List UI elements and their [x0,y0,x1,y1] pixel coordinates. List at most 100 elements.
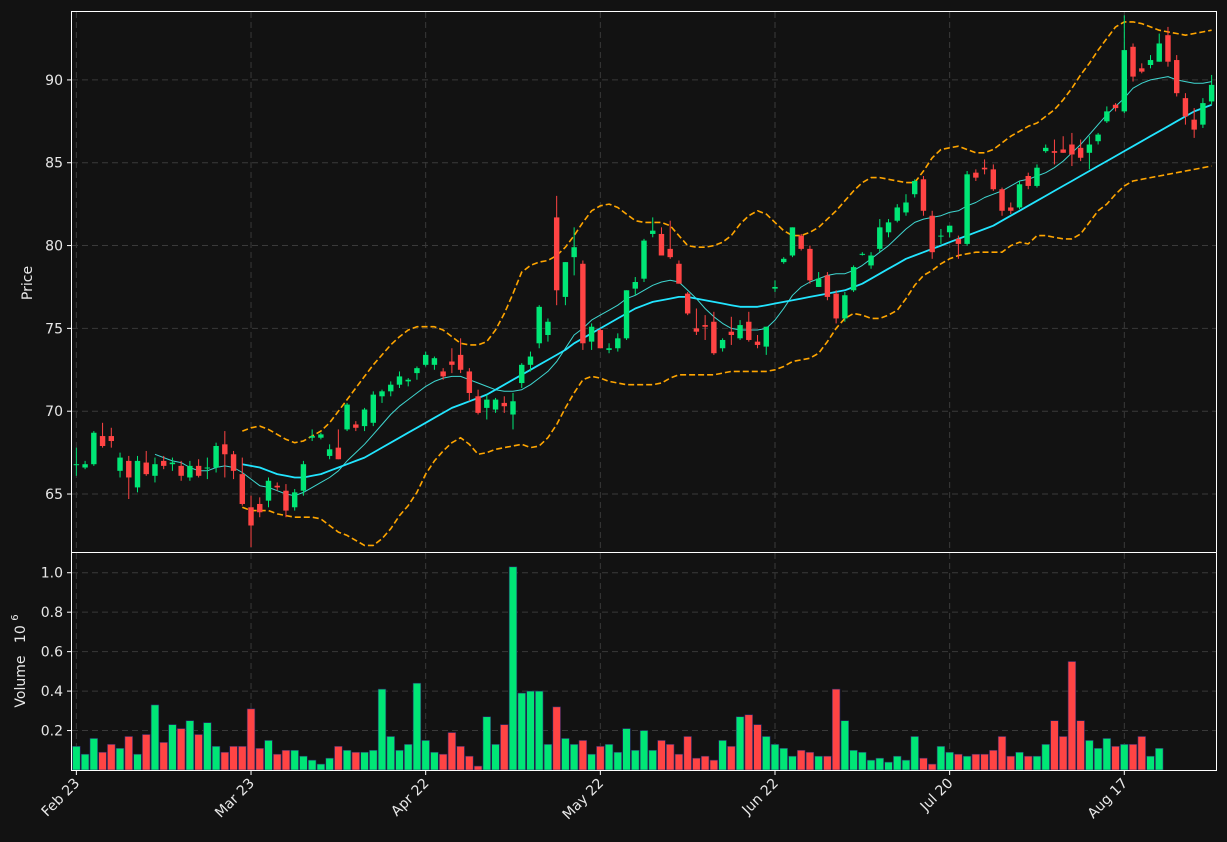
candle-body [353,424,359,428]
volume-bar [858,751,867,771]
candle-body [457,354,464,370]
volume-axis-exponent-power: 6 [10,614,21,620]
volume-bar [543,744,553,771]
volume-bar [124,736,133,771]
volume-bar [613,751,622,771]
volume-bar [631,749,640,771]
candle-body [545,321,551,336]
candle-body [650,230,656,234]
volume-bar [290,749,299,771]
volume-bar [762,736,771,771]
price-y-tick-label: 85 [45,156,63,172]
volume-bar [936,746,946,771]
volume-bar [1137,736,1146,771]
volume-bar [273,753,282,771]
volume-y-tick-label: 0.2 [41,724,63,740]
candle-body [571,247,577,258]
candle-body [1173,60,1180,94]
volume-bar [325,757,334,771]
candle-body [606,348,612,350]
volume-bar [831,688,841,771]
candle-body [781,258,787,263]
candle-body [396,376,403,385]
volume-bar [700,755,710,771]
candle-body [440,371,446,377]
candle-body [877,227,883,249]
candle-body [746,321,752,340]
candle-body [1086,144,1093,153]
candle-body [711,321,717,354]
candle-body [361,409,368,427]
price-y-tick-label: 70 [45,404,63,420]
candle-body [929,215,935,253]
volume-bar [962,755,972,771]
volume-bar [1050,720,1059,771]
candle-body [134,460,141,488]
candle-body [1060,149,1066,153]
candle-body [335,447,342,460]
volume-bar [159,742,168,771]
volume-bar [980,753,989,771]
candle-body [388,384,394,392]
candle-body [824,275,831,297]
volume-bar [770,744,780,771]
volume-bar [334,746,343,771]
volume-bar [517,692,526,771]
volume-bar [552,706,561,771]
volume-bar [439,753,448,771]
candle-body [169,462,176,465]
candle-body [658,233,665,256]
volume-bar [211,746,221,771]
candle-body [1200,103,1206,125]
volume-bar [1120,744,1129,771]
volume-bar [1128,744,1138,771]
candle-body [73,464,80,466]
volume-bar [657,740,666,771]
volume-bar [849,749,858,771]
volume-bar [98,751,107,771]
volume-panel-frame [71,552,1217,771]
candle-body [684,293,691,314]
candle-body [990,169,997,190]
candle-body [938,235,944,237]
candle-body [623,290,630,339]
candlesticks [73,15,1215,548]
price-y-tick-label: 75 [45,321,63,337]
candle-body [414,368,420,374]
volume-bar [561,738,570,771]
candle-body [239,474,245,504]
candle-body [955,238,962,244]
candle-body [946,225,953,233]
candle-body [1069,144,1075,155]
candle-body [82,464,88,468]
candle-body [1034,167,1040,186]
candle-body [492,399,499,410]
volume-bar [107,744,116,771]
candle-body [1165,35,1171,62]
volume-bar [666,744,675,771]
candle-body [344,404,350,430]
volume-bar [360,751,369,771]
upper-band-line [242,21,1212,444]
candle-body [143,462,149,475]
volume-bar [735,716,745,771]
volume-bar [168,724,177,771]
candle-body [1191,119,1197,130]
candle-body [422,354,429,365]
volume-y-tick-label: 0.8 [41,605,63,621]
volume-bar [1093,747,1103,771]
volume-bar [884,761,893,771]
candle-body [815,278,822,287]
candle-body [667,248,673,258]
price-axis-label: Price [20,266,36,300]
candle-body [1208,84,1215,102]
volume-bar [1006,755,1015,771]
volume-bar [788,755,797,771]
candle-body [868,255,874,266]
volume-bar [535,690,544,771]
candle-body [283,490,289,511]
volume-axis-label: Volume 10 6 [10,614,29,707]
volume-y-tick-label: 1.0 [41,566,63,582]
ma-slow-line [242,103,1212,479]
